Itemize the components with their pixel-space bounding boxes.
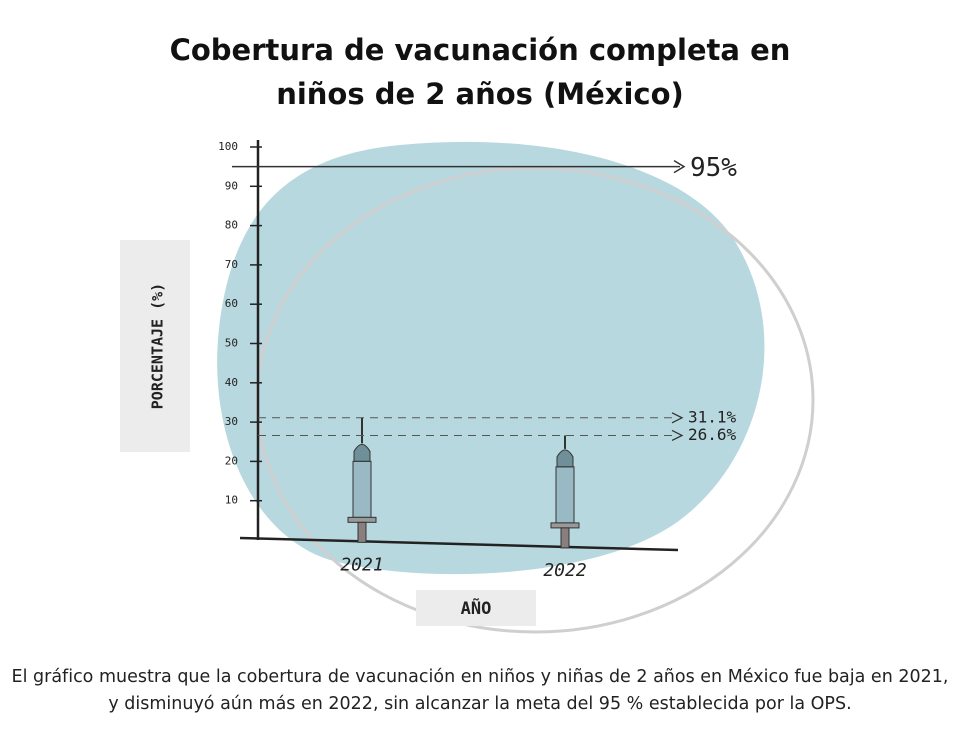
y-tick-label: 80: [225, 219, 238, 232]
x-tick-label: 2022: [543, 560, 586, 581]
y-tick-label: 90: [225, 179, 238, 192]
y-tick-label: 40: [225, 376, 238, 389]
value-arrow: [671, 412, 684, 424]
syringe-plunger: [560, 527, 570, 549]
x-label-paper: [416, 590, 536, 626]
syringe-cap: [353, 443, 371, 462]
target-arrow: [673, 160, 686, 174]
syringe-plunger: [357, 521, 367, 543]
y-tick-label: 100: [218, 140, 238, 153]
y-label-paper: [120, 240, 190, 452]
syringe-cap: [556, 449, 574, 468]
y-tick-label: 50: [225, 337, 238, 350]
syringe-flange: [550, 522, 580, 529]
value-arrow: [671, 429, 684, 442]
y-tick-label: 10: [225, 494, 238, 507]
chart: PORCENTAJE (%) AÑO 10 20 30 40 50 60 70 80 90 100…: [120, 140, 815, 634]
x-axis-label: AÑO: [461, 596, 492, 619]
chart-title: Cobertura de vacunación completa en niño…: [169, 33, 791, 111]
y-tick-label: 30: [225, 415, 238, 428]
caption: El gráfico muestra que la cobertura de v…: [11, 667, 949, 714]
value-label: 31.1%: [688, 407, 737, 426]
y-tick-label: 20: [225, 454, 238, 467]
target-label: 95%: [690, 153, 737, 183]
value-label: 26.6%: [688, 425, 737, 444]
y-tick-label: 60: [225, 297, 238, 310]
x-tick-label: 2021: [340, 554, 383, 575]
syringe-body: [352, 460, 372, 518]
y-tick-label: 70: [225, 258, 238, 271]
syringe-body: [555, 466, 575, 524]
background-blob: [217, 141, 765, 575]
syringe-flange: [347, 516, 377, 523]
y-axis-label: PORCENTAJE (%): [149, 283, 167, 409]
x-axis: [239, 536, 679, 552]
